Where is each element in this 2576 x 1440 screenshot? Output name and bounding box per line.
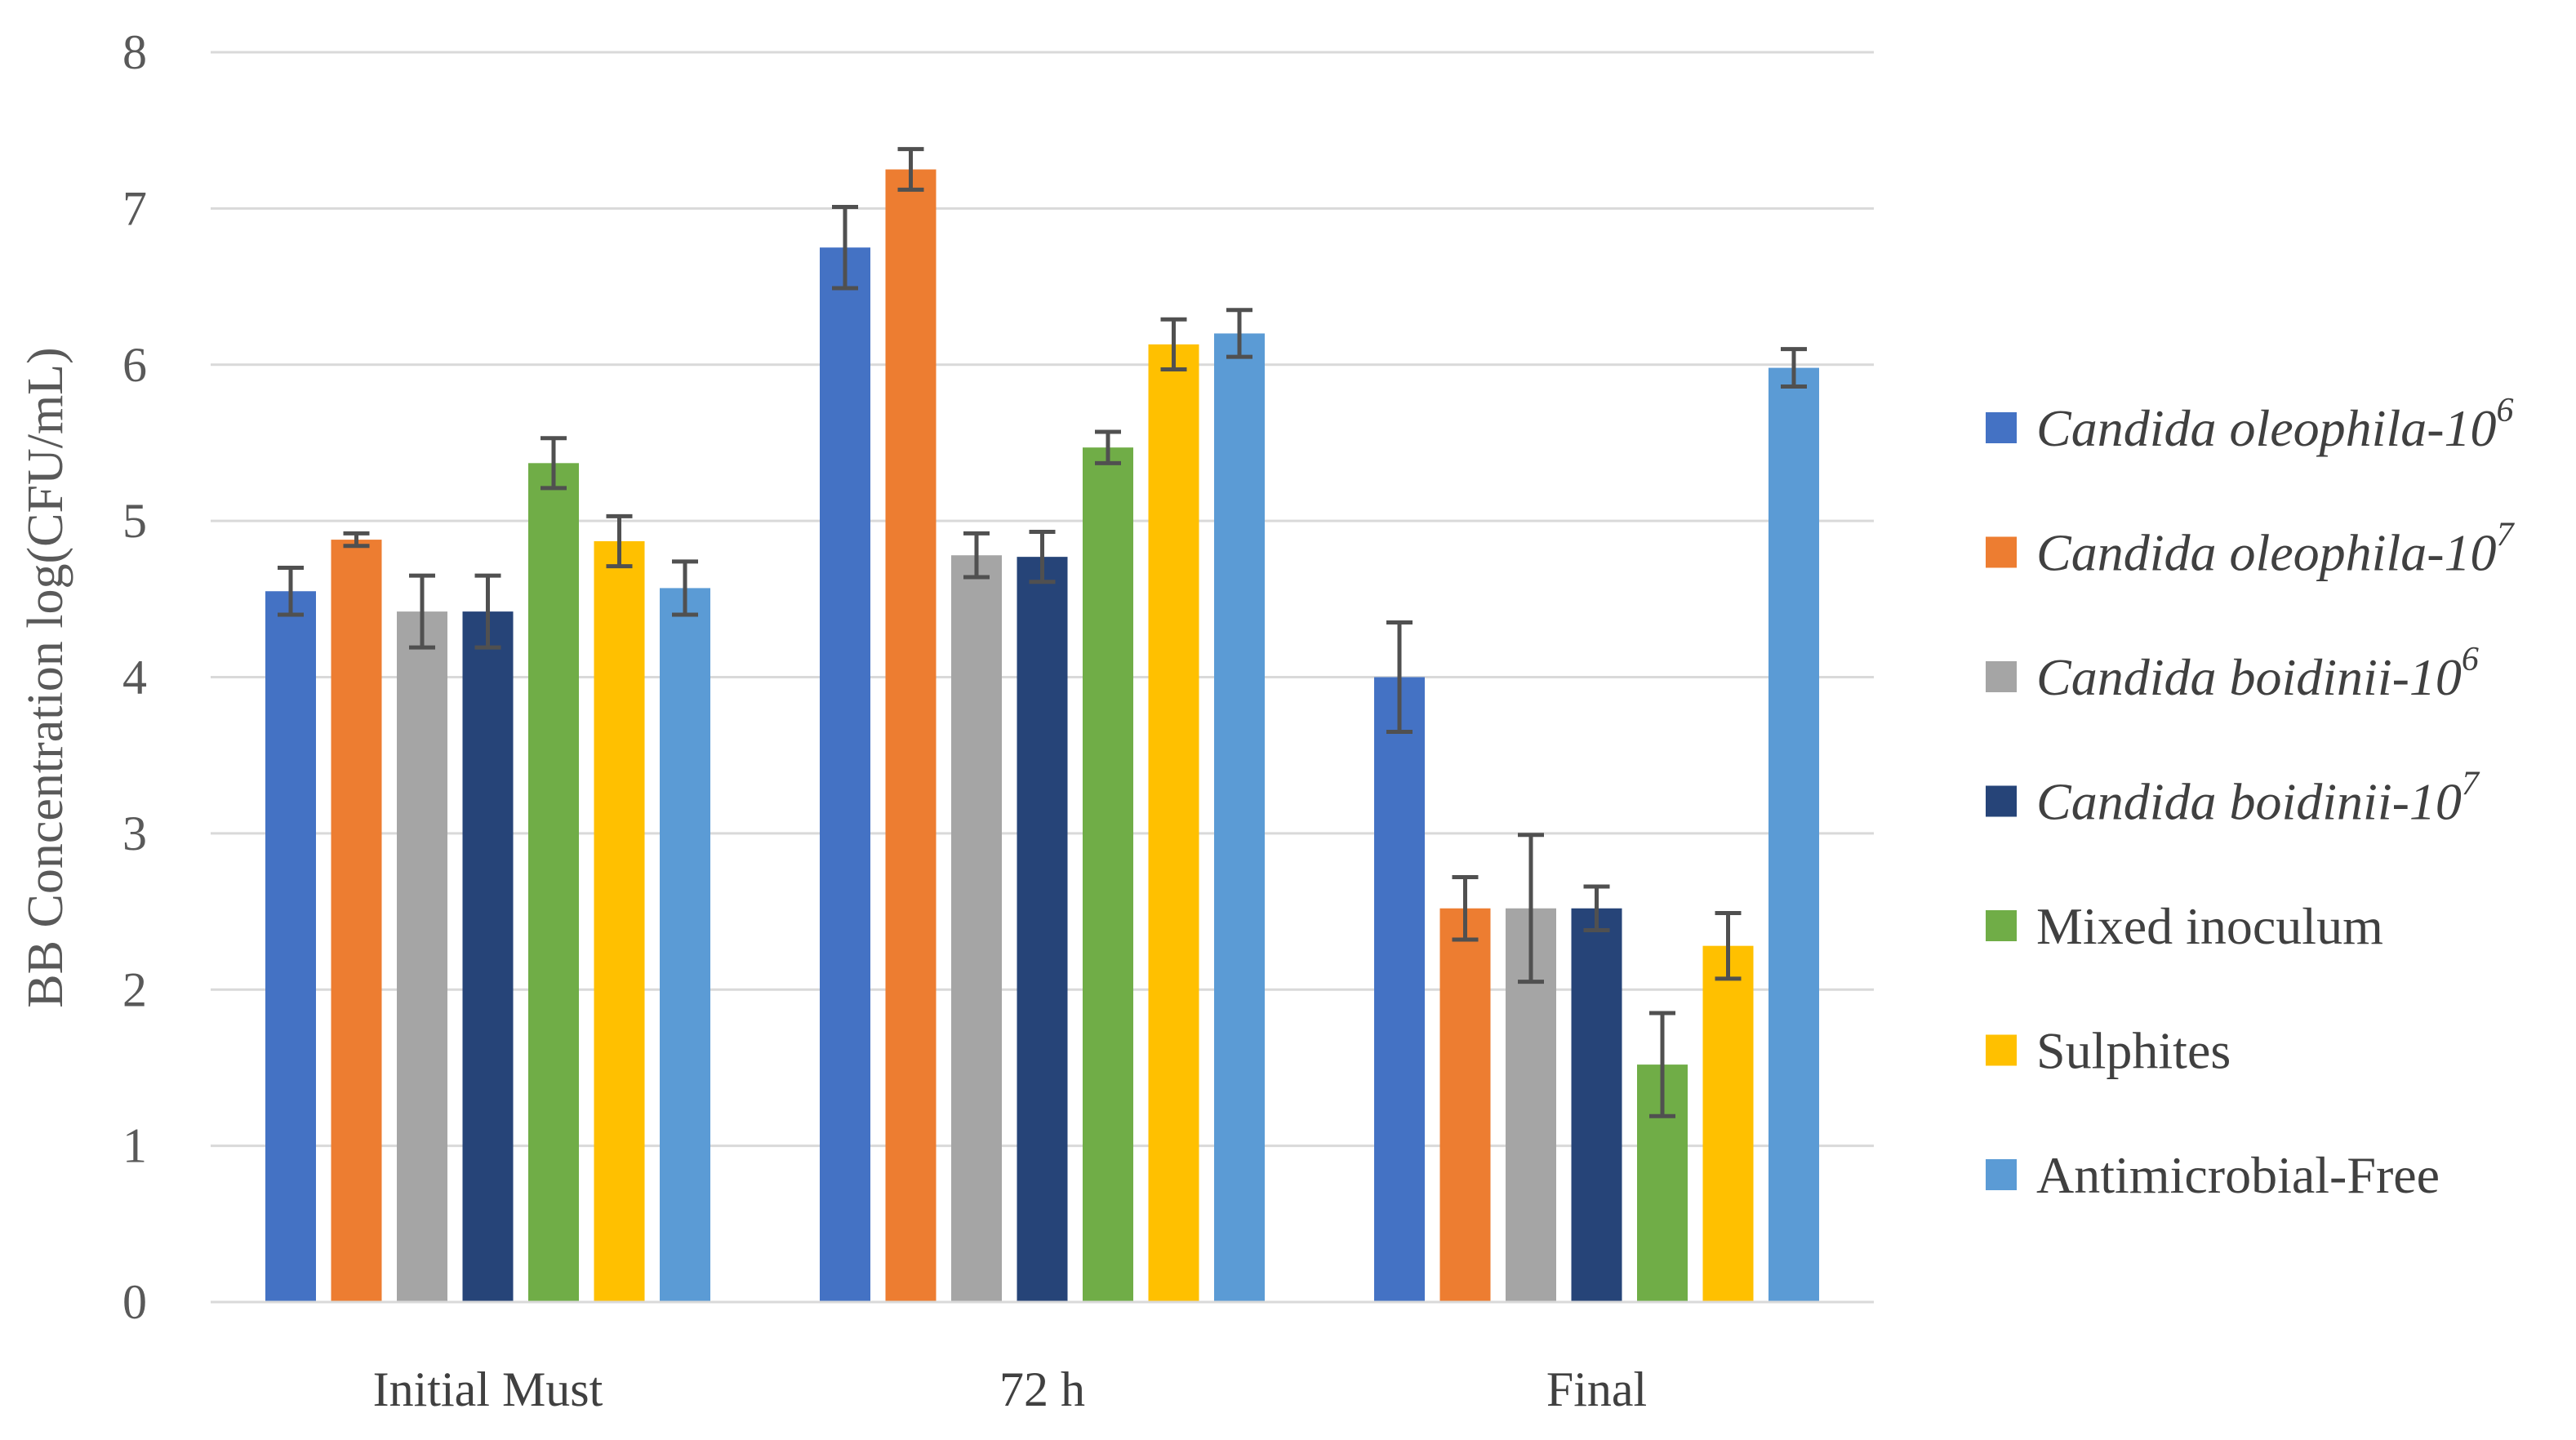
y-tick-label: 1 [122, 1119, 147, 1173]
legend-swatch [1986, 910, 2017, 941]
y-tick-label: 0 [122, 1275, 147, 1329]
error-bar [672, 559, 698, 617]
y-axis-tick-labels: 0 1 2 3 4 5 6 7 8 [122, 25, 147, 1329]
error-bar [1095, 429, 1121, 465]
bar [594, 541, 645, 1302]
legend-label: Candida boidinii-106 [2036, 641, 2479, 706]
bar [1214, 333, 1265, 1303]
bar [1374, 677, 1425, 1302]
y-tick-label: 6 [122, 338, 147, 392]
error-bar [897, 147, 924, 192]
y-tick-label: 7 [122, 181, 147, 235]
legend-item: Sulphites [1986, 1022, 2231, 1080]
error-bar [1452, 874, 1479, 942]
legend-label: Candida oleophila-107 [2036, 517, 2516, 582]
bar [1571, 908, 1622, 1302]
error-bar [606, 513, 633, 569]
error-bar [474, 573, 501, 650]
error-bars [278, 147, 1807, 1118]
error-bar [343, 531, 370, 549]
legend-item: Candida boidinii-106 [1986, 641, 2479, 706]
bar [1148, 344, 1199, 1303]
legend-item: Candida boidinii-107 [1986, 766, 2480, 831]
error-bar [1386, 620, 1413, 734]
error-bar [1781, 347, 1807, 389]
legend-item: Antimicrobial-Free [1986, 1146, 2440, 1204]
bar [885, 169, 937, 1302]
error-bar [541, 436, 567, 491]
bars [265, 169, 1819, 1303]
error-bar [1226, 308, 1252, 359]
bar [1702, 945, 1754, 1302]
y-tick-label: 2 [122, 962, 147, 1016]
bar [1083, 447, 1133, 1303]
x-category-label: Final [1546, 1362, 1647, 1416]
y-tick-label: 8 [122, 25, 147, 79]
y-axis-title: BB Concentration log(CFU/mL) [18, 347, 73, 1007]
bar [1017, 557, 1068, 1302]
legend: Candida oleophila-106 Candida oleophila-1… [1986, 392, 2516, 1204]
error-bar [1160, 317, 1187, 371]
legend-swatch [1986, 536, 2017, 568]
bar [331, 540, 382, 1302]
bar [660, 588, 710, 1302]
error-bar [1518, 833, 1544, 984]
bar [951, 555, 1002, 1302]
error-bar [1583, 884, 1610, 933]
legend-item: Candida oleophila-106 [1986, 392, 2514, 457]
legend-label: Candida oleophila-106 [2036, 392, 2514, 457]
error-bar [963, 531, 990, 580]
x-category-label: Initial Must [373, 1362, 603, 1416]
bar [397, 611, 447, 1302]
bar [265, 591, 316, 1302]
error-bar [409, 573, 435, 650]
bar [820, 247, 870, 1302]
legend-swatch [1986, 1159, 2017, 1190]
legend-label: Antimicrobial-Free [2036, 1146, 2440, 1204]
legend-label: Mixed inoculum [2036, 897, 2383, 955]
error-bar [278, 566, 304, 617]
legend-label: Candida boidinii-107 [2036, 766, 2480, 831]
x-category-label: 72 h [999, 1362, 1085, 1416]
y-tick-label: 3 [122, 807, 147, 860]
error-bar [1649, 1011, 1675, 1118]
legend-swatch [1986, 412, 2017, 443]
legend-label: Sulphites [2036, 1022, 2231, 1080]
legend-item: Candida oleophila-107 [1986, 517, 2516, 582]
legend-swatch [1986, 661, 2017, 692]
error-bar [1715, 910, 1742, 981]
bar [462, 611, 514, 1302]
legend-item: Mixed inoculum [1986, 897, 2383, 955]
y-tick-label: 4 [122, 651, 147, 704]
error-bar [1029, 530, 1056, 584]
legend-swatch [1986, 785, 2017, 817]
bar [528, 463, 579, 1303]
y-tick-label: 5 [122, 494, 147, 548]
x-axis-category-labels: Initial Must 72 h Final [373, 1362, 1648, 1416]
bar [1768, 367, 1819, 1302]
bar [1439, 908, 1491, 1302]
legend-swatch [1986, 1034, 2017, 1066]
error-bar [832, 204, 858, 291]
